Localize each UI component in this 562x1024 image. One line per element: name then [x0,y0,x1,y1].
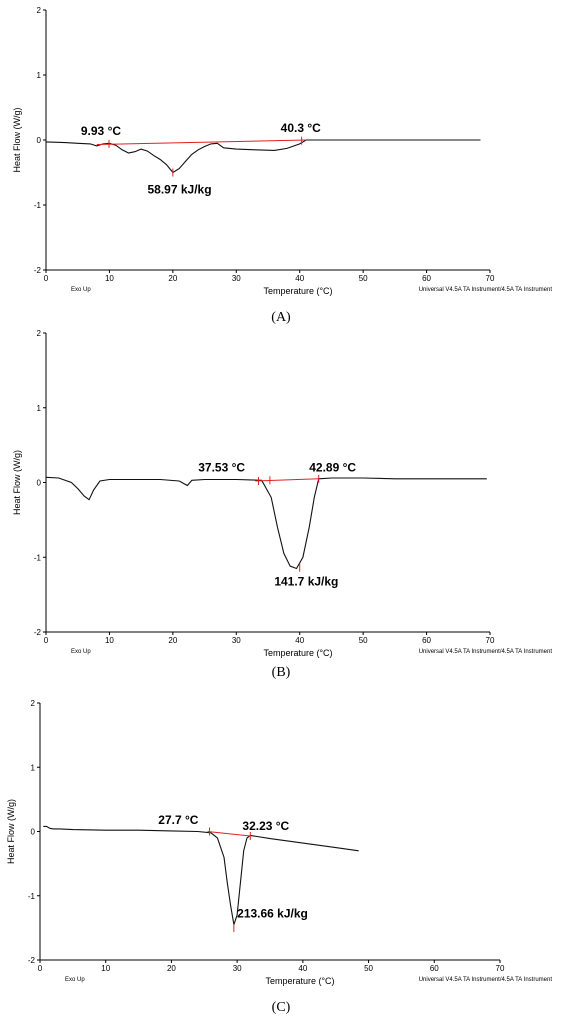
integration-baseline [96,139,307,146]
x-axis-label: Temperature (°C) [263,648,332,658]
x-tick-label: 10 [101,964,110,973]
x-tick-label: 60 [422,274,431,283]
x-tick-label: 0 [44,274,49,283]
heat-flow-curve [45,139,481,174]
panel-label: (C) [271,1000,291,1015]
y-tick-label: 1 [31,763,36,772]
x-tick-label: 30 [232,274,241,283]
y-tick-label: 1 [37,404,42,413]
x-tick-label: 40 [295,636,304,645]
y-tick-label: 0 [37,479,42,488]
annotation-label: 213.66 kJ/kg [237,907,308,921]
x-tick-label: 50 [359,636,368,645]
x-tick-label: 70 [486,636,495,645]
annotation-label: 141.7 kJ/kg [274,575,338,589]
x-tick-label: 60 [422,636,431,645]
y-axis-label: Heat Flow (W/g) [12,107,22,172]
y-tick-label: -2 [28,956,36,965]
integration-baseline [207,831,251,837]
x-tick-label: 50 [364,964,373,973]
exo-up-note: Exo Up [71,649,91,655]
y-tick-label: -2 [34,266,42,275]
y-axis-label: Heat Flow (W/g) [12,450,22,515]
x-tick-label: 70 [496,964,505,973]
dsc-panel-c: 2 1 0 -1 -2 0 10 20 30 40 50 60 70 Temperature (°C) He… [0,685,562,1024]
annotation-label: 58.97 kJ/kg [147,182,211,196]
dsc-panel-b: 2 1 0 -1 -2 0 10 20 30 40 50 60 70 Temperature (°C) He… [0,329,562,685]
exo-up-note: Exo Up [65,977,85,983]
y-tick-label: 0 [37,136,42,145]
x-tick-label: 20 [168,274,177,283]
panel-label: (B) [271,665,291,680]
panel-label: (A) [271,310,291,325]
annotation-label: 32.23 °C [242,819,289,833]
y-tick-label: -1 [34,201,42,210]
x-tick-label: 40 [295,274,304,283]
y-tick-label: 2 [31,699,36,708]
y-tick-label: 2 [37,6,42,15]
x-tick-label: 30 [233,964,242,973]
y-axis-label: Heat Flow (W/g) [6,799,16,864]
heat-flow-curve [45,476,487,570]
exo-up-note: Exo Up [71,287,91,293]
y-tick-label: 2 [37,329,42,338]
y-tick-label: 1 [37,71,42,80]
annotation-label: 37.53 °C [198,460,245,474]
annotation-label: 40.3 °C [281,121,321,135]
y-tick-label: -1 [34,553,42,562]
x-tick-label: 0 [38,964,43,973]
instrument-note: Universal V4.5A TA Instrument/4.5A TA In… [419,287,553,293]
y-tick-label: -1 [28,892,36,901]
x-tick-label: 20 [168,636,177,645]
instrument-note: Universal V4.5A TA Instrument/4.5A TA In… [419,649,553,655]
annotation-label: 42.89 °C [309,460,356,474]
annotation-label: 9.93 °C [81,124,121,138]
heat-flow-curve [43,825,359,925]
x-tick-label: 30 [232,636,241,645]
x-tick-label: 70 [486,274,495,283]
annotation-label: 27.7 °C [158,813,198,827]
x-tick-label: 10 [105,274,114,283]
x-tick-label: 40 [298,964,307,973]
instrument-note: Universal V4.5A TA Instrument/4.5A TA In… [419,977,553,983]
x-tick-label: 20 [167,964,176,973]
y-tick-label: -2 [34,628,42,637]
x-axis-label: Temperature (°C) [265,976,334,986]
y-tick-label: 0 [31,828,36,837]
dsc-panel-a: 2 1 0 -1 -2 0 10 20 30 40 50 60 70 Temperature (°C) He… [0,0,562,340]
x-tick-label: 50 [359,274,368,283]
x-axis-label: Temperature (°C) [263,286,332,296]
integration-baseline [255,478,319,482]
x-tick-label: 60 [430,964,439,973]
x-tick-label: 0 [44,636,49,645]
x-tick-label: 10 [105,636,114,645]
